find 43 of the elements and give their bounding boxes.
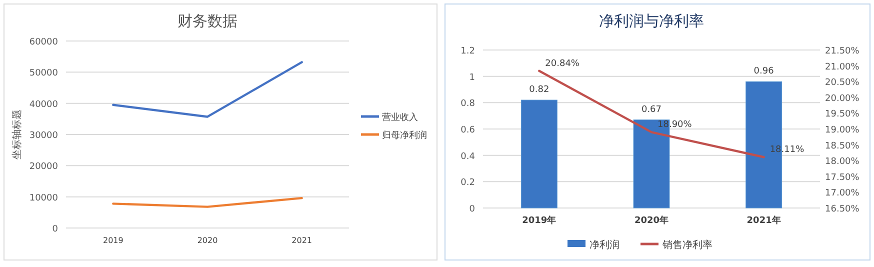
y-tick-label: 0.6	[460, 126, 476, 136]
data-label: 0.96	[754, 66, 774, 77]
x-tick-label: 2021年	[746, 215, 781, 226]
y2-tick-label: 17.00%	[825, 188, 860, 199]
x-tick-label: 2020	[197, 236, 218, 245]
y2-tick-label: 21.50%	[825, 46, 860, 56]
y-tick-label: 60000	[29, 38, 58, 48]
y-tick-label: 0.4	[460, 152, 476, 162]
y-tick-label: 0.2	[460, 178, 475, 188]
y-tick-label: 0	[52, 224, 58, 234]
y2-tick-label: 19.50%	[825, 110, 860, 120]
chart-title: 净利润与净利率	[599, 12, 704, 30]
y-tick-label: 50000	[29, 68, 58, 79]
y-axis-title: 坐标轴标题	[11, 110, 23, 160]
data-label: 20.84%	[545, 58, 580, 69]
y2-tick-label: 21.00%	[825, 62, 860, 72]
y-tick-label: 1	[469, 72, 475, 83]
y-tick-label: 40000	[29, 100, 58, 110]
y-tick-label: 0.8	[460, 99, 476, 110]
y2-tick-label: 16.50%	[825, 204, 860, 214]
x-tick-label: 2019年	[522, 215, 556, 226]
legend-label: 归母净利润	[382, 130, 427, 141]
x-tick-label: 2021	[292, 236, 312, 245]
y2-tick-label: 18.50%	[825, 141, 860, 152]
data-label: 0.67	[641, 104, 662, 115]
chart-title: 财务数据	[178, 12, 238, 30]
data-label: 0.82	[529, 85, 550, 96]
y2-tick-label: 18.00%	[825, 157, 860, 168]
y2-tick-label: 17.50%	[825, 172, 860, 183]
bar	[520, 100, 558, 208]
y-tick-label: 30000	[29, 131, 58, 141]
y2-tick-label: 20.00%	[825, 94, 860, 104]
legend-label: 净利润	[590, 239, 620, 251]
legend-label: 营业收入	[382, 112, 418, 123]
y-tick-label: 10000	[29, 193, 58, 204]
y2-tick-label: 20.50%	[825, 78, 860, 88]
y-tick-label: 0	[469, 204, 476, 214]
legend-label: 销售净利率	[662, 239, 712, 251]
y-tick-label: 20000	[29, 162, 58, 172]
x-tick-label: 2020年	[634, 215, 669, 226]
x-tick-label: 2019	[102, 236, 124, 245]
y2-tick-label: 19.00%	[825, 126, 860, 136]
y-tick-label: 1.2	[460, 46, 475, 56]
